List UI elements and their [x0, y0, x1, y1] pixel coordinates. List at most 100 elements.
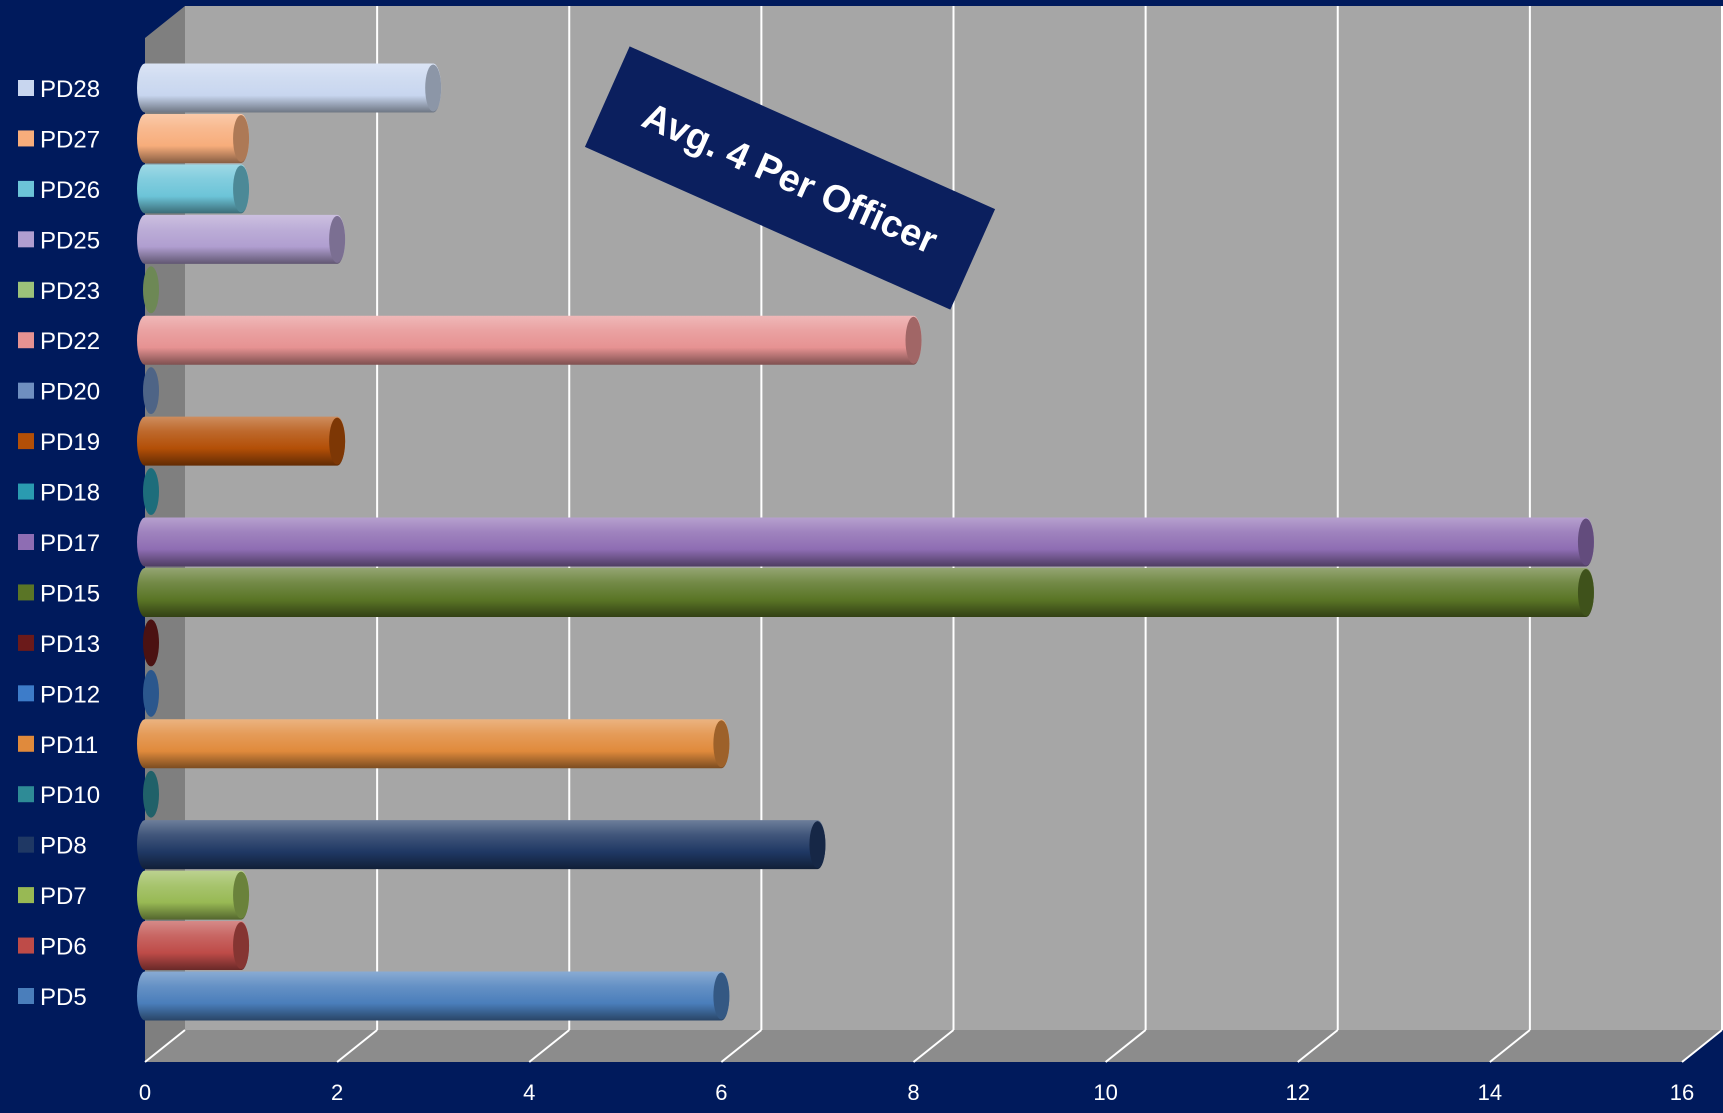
legend-label: PD11 — [40, 732, 98, 759]
legend-swatch — [18, 231, 34, 248]
x-tick-label: 6 — [715, 1080, 727, 1105]
bar-pd27 — [137, 113, 250, 163]
legend-label: PD13 — [40, 631, 100, 658]
legend-label: PD22 — [40, 328, 100, 355]
bar-cap — [713, 972, 730, 1020]
legend-item: PD26 — [18, 177, 100, 204]
bar-body — [137, 719, 730, 769]
bar-pd5 — [137, 971, 730, 1021]
bar-pd7 — [137, 870, 250, 920]
legend-label: PD12 — [40, 681, 100, 708]
bar-body — [137, 921, 250, 971]
legend-label: PD5 — [40, 984, 87, 1011]
legend-item: PD6 — [18, 934, 87, 961]
legend-swatch — [18, 685, 34, 702]
x-tick-label: 12 — [1286, 1080, 1310, 1105]
legend-label: PD26 — [40, 177, 100, 204]
legend-swatch — [18, 332, 34, 349]
bar-body — [137, 113, 250, 163]
bar-body — [137, 567, 1594, 617]
bar-cap — [233, 165, 250, 213]
bar-body — [137, 416, 346, 466]
legend-swatch — [18, 433, 34, 450]
bar-pd18 — [143, 468, 159, 516]
gridline-floor — [1681, 1029, 1723, 1063]
legend-swatch — [18, 836, 34, 853]
x-tick-label: 0 — [139, 1080, 151, 1105]
legend-item: PD25 — [18, 227, 100, 254]
bar-pd22 — [137, 315, 922, 365]
bar-pd23 — [143, 266, 159, 314]
gridline-floor — [1489, 1029, 1531, 1063]
legend-item: PD20 — [18, 379, 100, 406]
bar-pd17 — [137, 517, 1594, 567]
bar-pd11 — [137, 719, 730, 769]
legend-label: PD27 — [40, 126, 100, 153]
bar-body — [137, 971, 730, 1021]
legend-swatch — [18, 130, 34, 147]
bar-body — [137, 164, 250, 214]
legend-item: PD8 — [18, 833, 87, 860]
legend-swatch — [18, 937, 34, 954]
legend-swatch — [18, 483, 34, 500]
bar-body — [137, 870, 250, 920]
x-axis-ticks: 0 2 4 6 8 10 12 14 16 — [139, 1080, 1694, 1105]
bar-pd26 — [137, 164, 250, 214]
bar-cap — [143, 619, 159, 667]
bar-cap — [233, 114, 250, 162]
x-tick-label: 14 — [1478, 1080, 1502, 1105]
gridline-floor — [336, 1029, 378, 1063]
legend-label: PD28 — [40, 76, 100, 103]
legend-swatch — [18, 534, 34, 550]
legend-item: PD10 — [18, 782, 100, 809]
bar-body — [137, 517, 1594, 567]
legend-label: PD7 — [40, 883, 87, 910]
legend-swatch — [18, 584, 34, 601]
gridline-floor — [912, 1029, 955, 1063]
legend-swatch — [18, 735, 34, 752]
legend-swatch — [18, 80, 34, 96]
bar-cap — [233, 871, 250, 919]
annotation-background — [584, 46, 996, 310]
bar-cap — [143, 770, 159, 818]
legend-label: PD20 — [40, 379, 100, 406]
bar-cap — [905, 316, 922, 364]
legend-item: PD23 — [18, 278, 100, 305]
bar-cap — [143, 367, 159, 415]
legend-label: PD8 — [40, 833, 87, 860]
bar-cap — [143, 266, 159, 314]
legend-item: PD22 — [18, 328, 100, 355]
x-tick-label: 16 — [1670, 1080, 1694, 1105]
gridline-floor — [528, 1029, 570, 1063]
legend-item: PD13 — [18, 631, 100, 658]
bar-pd13 — [143, 619, 159, 667]
bar-cap — [809, 821, 826, 869]
legend-label: PD10 — [40, 782, 100, 809]
x-tick-label: 2 — [331, 1080, 343, 1105]
gridline-floor — [1105, 1029, 1147, 1063]
legend-item: PD12 — [18, 681, 100, 708]
legend-swatch — [18, 180, 34, 197]
legend-swatch — [18, 786, 34, 803]
legend: PD5 PD6 PD7 PD8 PD10 PD11 PD12 PD13 PD15 PD17 PD18… — [18, 76, 100, 1011]
bar-pd6 — [137, 921, 250, 971]
legend-item: PD27 — [18, 126, 100, 153]
legend-swatch — [18, 281, 34, 298]
bar-body — [137, 214, 346, 264]
bar-pd19 — [137, 416, 346, 466]
bar-pd20 — [143, 367, 159, 415]
bar-pd15 — [137, 567, 1594, 617]
bar-cap — [329, 417, 346, 465]
legend-swatch — [18, 634, 34, 651]
legend-swatch — [18, 988, 34, 1004]
bar-cap — [1577, 568, 1594, 616]
bar-cap — [233, 922, 250, 970]
legend-label: PD18 — [40, 480, 100, 507]
bar-cap — [143, 468, 159, 516]
legend-swatch — [18, 382, 34, 399]
bar-pd12 — [143, 669, 159, 717]
legend-label: PD25 — [40, 227, 100, 254]
bar-pd25 — [137, 214, 346, 264]
legend-label: PD6 — [40, 934, 87, 961]
